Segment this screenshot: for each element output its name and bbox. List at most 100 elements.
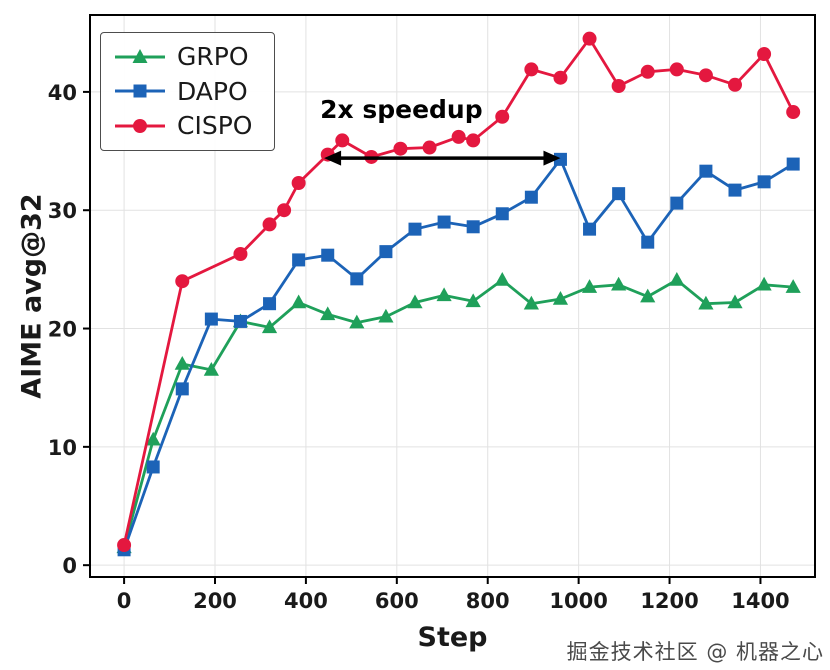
- x-tick-label: 600: [375, 589, 419, 613]
- marker-triangle-grpo: [669, 272, 685, 286]
- marker-triangle-grpo: [320, 306, 336, 321]
- marker-triangle-grpo: [494, 272, 510, 286]
- marker-circle-cispo: [728, 77, 742, 92]
- legend-label-cispo: CISPO: [177, 111, 253, 140]
- marker-square-dapo: [408, 222, 422, 236]
- marker-square-dapo: [204, 312, 218, 326]
- marker-triangle-grpo: [523, 295, 539, 310]
- marker-circle-cispo: [291, 176, 306, 191]
- marker-square-dapo: [524, 190, 538, 204]
- marker-square-dapo: [379, 245, 393, 259]
- marker-triangle-grpo: [145, 431, 161, 446]
- marker-square-dapo: [437, 215, 451, 229]
- marker-triangle-grpo: [611, 276, 627, 291]
- marker-circle-cispo: [640, 64, 655, 79]
- y-tick-label: 40: [48, 81, 77, 105]
- marker-square-dapo: [292, 253, 306, 267]
- x-tick-label: 800: [466, 589, 510, 613]
- marker-square-dapo: [699, 164, 713, 178]
- marker-triangle-grpo: [581, 279, 598, 293]
- marker-triangle-grpo: [174, 356, 190, 370]
- marker-triangle-grpo: [756, 276, 772, 291]
- x-tick-label: 0: [117, 589, 132, 613]
- y-axis-label: AIME avg@32: [16, 193, 48, 399]
- marker-square-dapo: [146, 460, 160, 474]
- marker-circle-cispo: [582, 31, 597, 46]
- marker-circle-cispo: [117, 538, 132, 553]
- marker-triangle-grpo: [378, 308, 394, 323]
- marker-circle-cispo: [175, 274, 190, 289]
- marker-square-dapo: [263, 297, 277, 311]
- marker-square-dapo: [786, 157, 800, 171]
- plot-frame: [89, 14, 816, 578]
- x-tick-label: 200: [193, 589, 237, 613]
- marker-square-dapo: [583, 222, 597, 236]
- square-marker-icon: [133, 84, 147, 98]
- circle-marker-icon: [133, 118, 147, 133]
- marker-square-dapo: [670, 196, 684, 210]
- marker-triangle-grpo: [407, 294, 423, 309]
- x-axis-label: Step: [417, 622, 488, 653]
- marker-circle-cispo: [393, 141, 408, 156]
- marker-circle-cispo: [262, 217, 277, 232]
- marker-circle-cispo: [757, 47, 772, 62]
- legend-label-grpo: GRPO: [177, 42, 249, 71]
- marker-triangle-grpo: [465, 293, 481, 308]
- marker-square-dapo: [553, 152, 567, 166]
- marker-square-dapo: [321, 248, 335, 262]
- marker-square-dapo: [641, 235, 655, 249]
- marker-square-dapo: [757, 175, 771, 189]
- marker-triangle-grpo: [261, 319, 278, 334]
- marker-circle-cispo: [451, 129, 466, 144]
- y-tick-label: 30: [48, 199, 77, 223]
- marker-square-dapo: [350, 272, 364, 286]
- marker-square-dapo: [233, 314, 247, 328]
- speedup-arrow-head-left: [324, 150, 342, 166]
- marker-circle-cispo: [466, 133, 481, 148]
- marker-square-dapo: [175, 382, 189, 396]
- marker-circle-cispo: [524, 62, 539, 77]
- marker-triangle-grpo: [552, 290, 569, 305]
- marker-square-dapo: [495, 207, 509, 221]
- marker-circle-cispo: [553, 70, 568, 85]
- triangle-marker-icon: [132, 48, 148, 63]
- legend-item-grpo: GRPO: [113, 43, 252, 71]
- y-tick-label: 20: [48, 318, 77, 342]
- x-tick-label: 400: [284, 589, 328, 613]
- speedup-arrow-head-right: [543, 150, 561, 166]
- legend: GRPO DAPO CISPO: [100, 32, 276, 151]
- marker-triangle-grpo: [698, 295, 714, 310]
- x-tick-label: 1000: [549, 589, 607, 613]
- marker-triangle-grpo: [436, 287, 452, 302]
- y-tick-label: 10: [48, 436, 77, 460]
- marker-circle-cispo: [495, 109, 510, 124]
- marker-circle-cispo: [422, 140, 437, 155]
- speedup-annotation-text: 2x speedup: [320, 95, 483, 124]
- legend-item-cispo: CISPO: [113, 112, 252, 140]
- marker-circle-cispo: [611, 78, 626, 93]
- marker-circle-cispo: [335, 133, 350, 148]
- marker-triangle-grpo: [291, 294, 307, 309]
- legend-swatch-cispo: [115, 118, 165, 133]
- marker-triangle-grpo: [640, 288, 656, 303]
- marker-square-dapo: [728, 183, 742, 197]
- legend-swatch-dapo: [115, 84, 165, 98]
- series-line-dapo: [122, 157, 795, 552]
- marker-square-dapo: [466, 220, 480, 234]
- marker-circle-cispo: [698, 68, 713, 83]
- marker-circle-cispo: [233, 246, 248, 261]
- watermark: 掘金技术社区 @ 机器之心: [566, 640, 824, 664]
- marker-circle-cispo: [277, 203, 292, 218]
- marker-circle-cispo: [786, 105, 801, 120]
- marker-triangle-grpo: [727, 294, 743, 309]
- marker-triangle-grpo: [785, 279, 801, 293]
- x-tick-label: 1400: [731, 589, 789, 613]
- legend-label-dapo: DAPO: [177, 76, 248, 106]
- x-tick-label: 1200: [640, 589, 698, 613]
- marker-square-dapo: [612, 187, 626, 201]
- y-tick-label: 0: [62, 554, 77, 578]
- marker-triangle-grpo: [203, 361, 219, 376]
- marker-triangle-grpo: [349, 314, 365, 329]
